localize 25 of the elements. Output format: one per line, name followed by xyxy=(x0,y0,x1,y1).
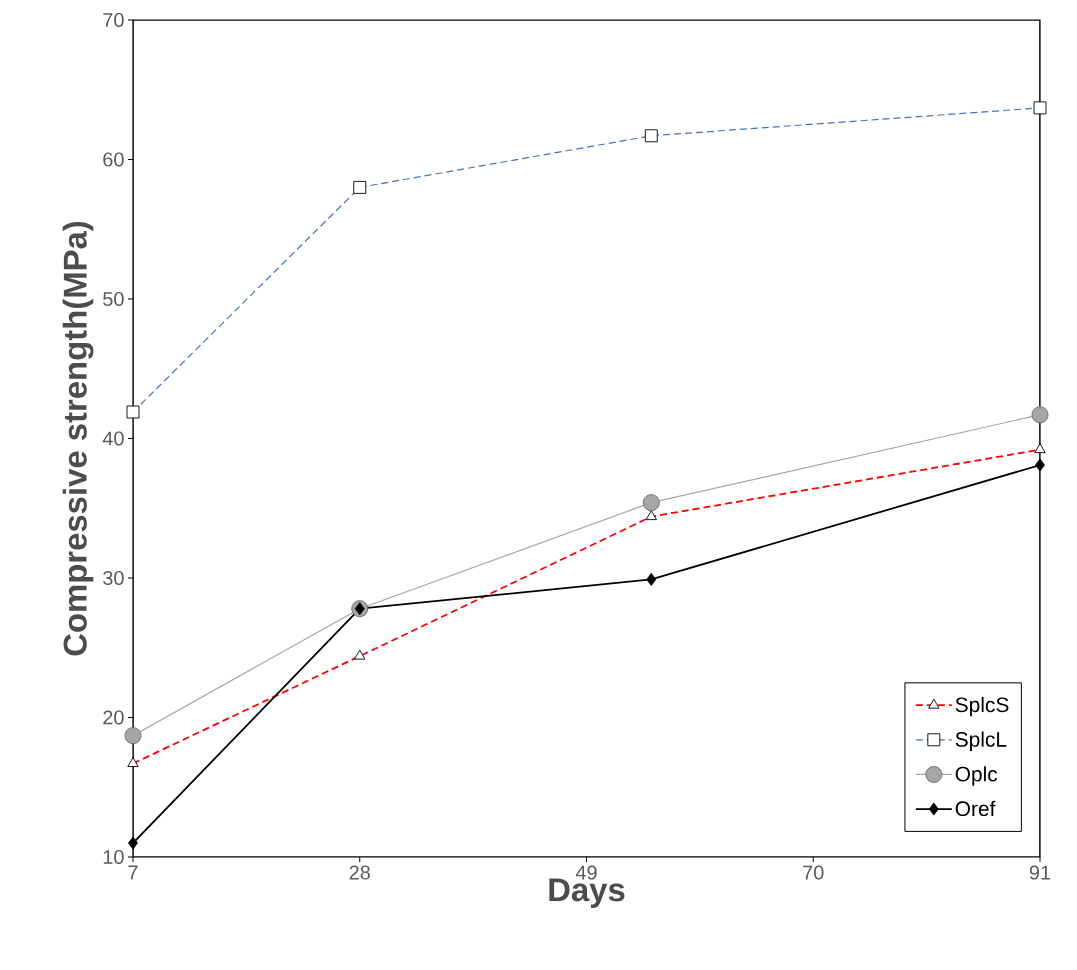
y-tick-label: 50 xyxy=(103,291,124,307)
y-axis-title: Compressive strength(MPa) xyxy=(62,221,94,656)
point xyxy=(642,494,660,512)
point xyxy=(128,836,138,850)
y-tick-label: 60 xyxy=(103,152,124,167)
legend-label: Oplc xyxy=(955,766,998,786)
x-tick-label: 7 xyxy=(128,865,138,880)
y-tick-label: 20 xyxy=(103,710,124,725)
y-tick-label: 40 xyxy=(102,431,124,446)
x-axis-title: Days xyxy=(549,878,625,908)
point xyxy=(646,572,657,586)
y-tick-label: 70 xyxy=(103,12,124,28)
x-tick-label: 70 xyxy=(803,865,824,880)
x-tick-label: 91 xyxy=(1029,865,1051,880)
point xyxy=(354,602,365,616)
legend-label: SplcL xyxy=(955,731,1007,751)
legend-label: SplcS xyxy=(955,696,1009,717)
x-tick-label: 49 xyxy=(575,865,597,880)
y-tick-label: 30 xyxy=(103,570,124,586)
point xyxy=(1035,458,1045,472)
point xyxy=(1031,406,1049,424)
y-tick-label: 10 xyxy=(103,849,124,865)
x-tick-label: 28 xyxy=(349,865,370,880)
point xyxy=(124,727,142,745)
legend-label: Oref xyxy=(955,800,996,817)
